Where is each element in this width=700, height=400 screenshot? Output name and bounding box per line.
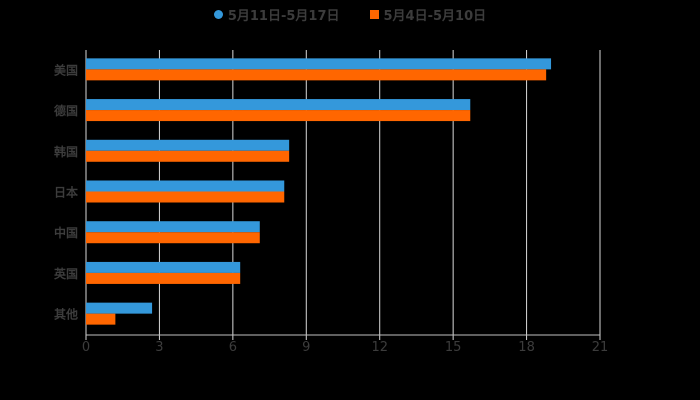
bar-week-may4-10[interactable] xyxy=(86,313,116,325)
x-tick-label: 12 xyxy=(371,340,388,355)
bar-week-may4-10[interactable] xyxy=(86,150,290,162)
bar-week-may11-17[interactable] xyxy=(86,261,241,273)
legend-label: 5月11日-5月17日 xyxy=(227,8,340,24)
y-category-label: 其他 xyxy=(54,307,78,322)
x-tick-label: 21 xyxy=(592,340,609,355)
x-tick-label: 9 xyxy=(302,340,310,355)
bar-week-may11-17[interactable] xyxy=(86,139,290,151)
bar-week-may11-17[interactable] xyxy=(86,221,260,233)
bar-week-may4-10[interactable] xyxy=(86,110,471,122)
y-category-label: 美国 xyxy=(54,62,78,77)
bar-week-may4-10[interactable] xyxy=(86,232,260,244)
x-tick-label: 18 xyxy=(518,340,535,355)
bar-week-may11-17[interactable] xyxy=(86,302,153,314)
legend-circle-icon xyxy=(213,9,223,19)
bar-week-may11-17[interactable] xyxy=(86,180,285,192)
legend-square-icon xyxy=(369,9,379,19)
bar-week-may11-17[interactable] xyxy=(86,99,471,111)
y-category-label: 日本 xyxy=(54,185,78,200)
bar-week-may11-17[interactable] xyxy=(86,58,552,70)
y-category-label: 韩国 xyxy=(54,144,78,159)
bar-week-may4-10[interactable] xyxy=(86,272,241,284)
legend-label: 5月4日-5月10日 xyxy=(383,8,487,24)
x-tick-label: 0 xyxy=(82,340,90,355)
bar-week-may4-10[interactable] xyxy=(86,69,547,81)
y-category-label: 德国 xyxy=(54,103,78,118)
legend-item[interactable]: 5月4日-5月10日 xyxy=(369,4,487,24)
y-category-label: 中国 xyxy=(54,225,78,240)
bar-week-may4-10[interactable] xyxy=(86,191,285,203)
x-tick-label: 6 xyxy=(229,340,237,355)
chart-legend: 5月11日-5月17日 5月4日-5月10日 xyxy=(0,4,700,24)
legend-item[interactable]: 5月11日-5月17日 xyxy=(213,4,340,24)
x-tick-label: 15 xyxy=(445,340,462,355)
y-category-label: 英国 xyxy=(54,266,78,281)
x-tick-label: 3 xyxy=(155,340,163,355)
